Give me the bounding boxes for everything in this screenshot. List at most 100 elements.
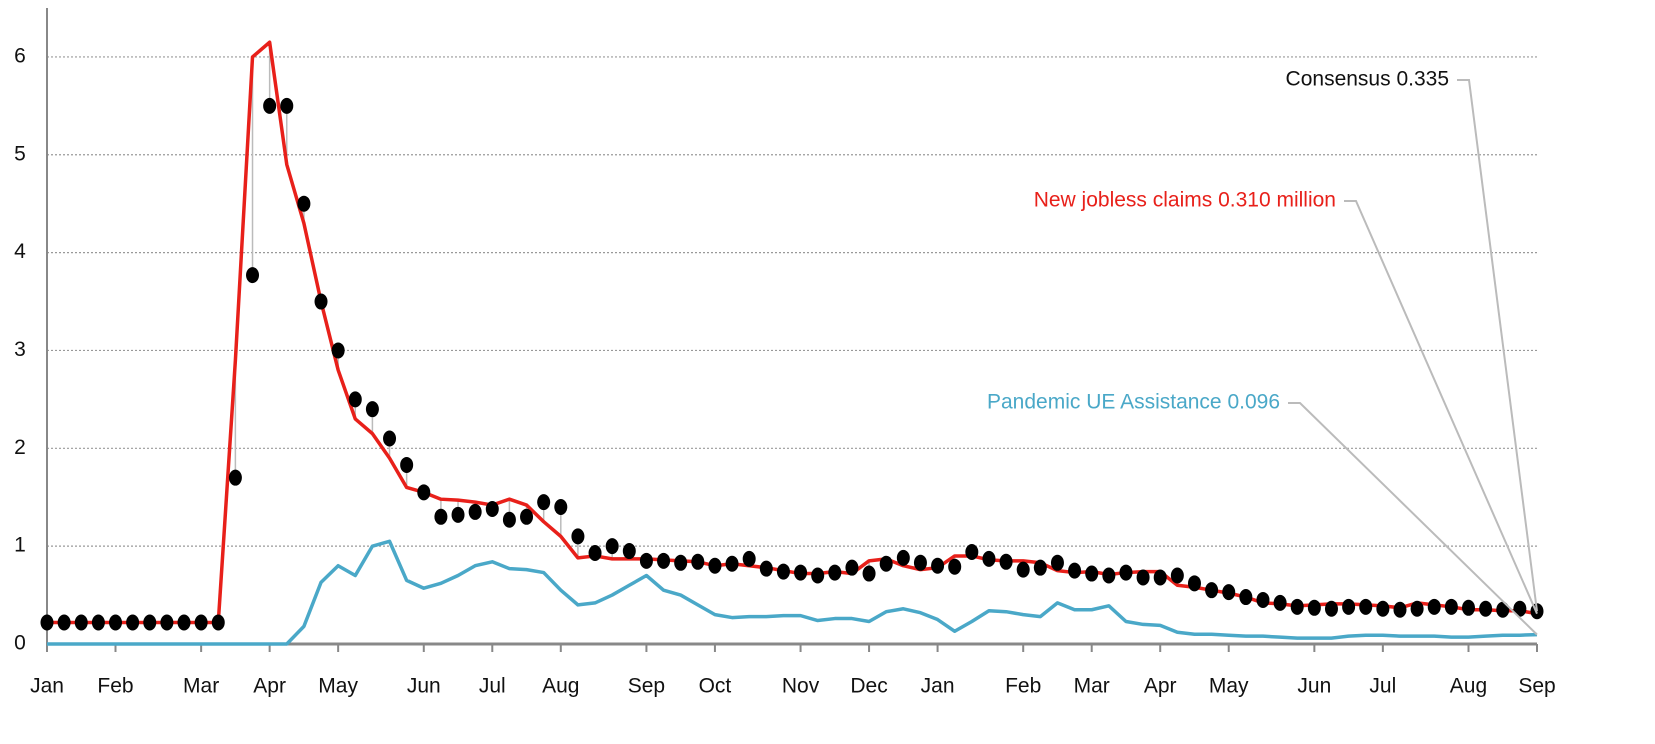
y-tick-label: 0 [14,632,26,655]
dot [468,503,482,520]
dot [913,554,927,571]
x-tick-label: Feb [97,675,133,698]
dot [1359,598,1373,615]
y-tick-label: 5 [14,142,26,165]
dot [708,557,722,574]
dot [1410,600,1424,617]
dot [862,565,876,582]
dot [1427,598,1441,615]
dot [1068,562,1082,579]
annotation: Pandemic UE Assistance 0.096 [987,391,1280,414]
dot [571,528,585,545]
dot [211,614,225,631]
annotation: New jobless claims 0.310 million [1034,189,1336,212]
dot [246,267,260,284]
dot [1085,565,1099,582]
dot [742,550,756,567]
dot [657,552,671,569]
dot [1239,589,1253,606]
annotation: Consensus 0.335 [1286,68,1449,91]
dot [1205,582,1219,599]
dot [40,614,54,631]
dot [91,614,105,631]
dot [1170,567,1184,584]
dot [828,564,842,581]
dot [417,484,431,501]
x-tick-label: Oct [699,675,732,698]
dot [725,555,739,572]
x-tick-label: May [318,675,358,698]
dot [674,554,688,571]
dot [1153,569,1167,586]
x-tick-label: Jun [1297,675,1331,698]
dot [400,456,414,473]
dot [965,544,979,561]
dot [485,500,499,517]
x-tick-label: Jan [30,675,64,698]
dot [1050,554,1064,571]
dot [314,293,328,310]
dot [1290,598,1304,615]
dot [1222,584,1236,601]
dot [896,549,910,566]
dot [126,614,140,631]
leader-line [1344,200,1538,615]
dot [434,508,448,525]
dot [1496,601,1510,618]
dot [776,563,790,580]
dot [109,614,123,631]
dot [1513,600,1527,617]
y-tick-label: 1 [14,534,26,557]
dot [331,342,345,359]
dot [280,97,294,114]
dot [1256,591,1270,608]
dot [759,560,773,577]
dot [143,614,157,631]
dot [502,511,516,528]
dot [1187,575,1201,592]
dot [263,97,277,114]
x-tick-label: Dec [850,675,887,698]
dot [639,552,653,569]
x-tick-label: Jul [479,675,506,698]
dot [1119,564,1133,581]
x-tick-label: Mar [1074,675,1110,698]
x-tick-label: Aug [1450,675,1487,698]
dot [1444,598,1458,615]
dot [537,494,551,511]
dot [622,543,636,560]
x-tick-label: Feb [1005,675,1041,698]
dot [57,614,71,631]
x-tick-label: Aug [542,675,579,698]
dot [177,614,191,631]
dot [982,550,996,567]
dot [1342,598,1356,615]
x-tick-label: Apr [253,675,286,698]
leader-line [1288,402,1538,636]
dot [845,559,859,576]
dot [1393,601,1407,618]
dot [1479,600,1493,617]
x-tick-label: Apr [1144,675,1177,698]
dot [348,391,362,408]
x-tick-label: Jan [921,675,955,698]
dot [1461,599,1475,616]
dot [605,538,619,555]
dot [811,567,825,584]
dot [588,545,602,562]
dot [1102,567,1116,584]
y-tick-label: 2 [14,436,26,459]
dot [879,555,893,572]
dot [297,195,311,212]
dot [365,401,379,418]
x-tick-label: Jul [1369,675,1396,698]
dot [451,506,465,523]
dot [794,564,808,581]
dot [74,614,88,631]
dot [1376,600,1390,617]
dot [999,553,1013,570]
dot [1324,600,1338,617]
dot [194,614,208,631]
dot [554,499,568,516]
